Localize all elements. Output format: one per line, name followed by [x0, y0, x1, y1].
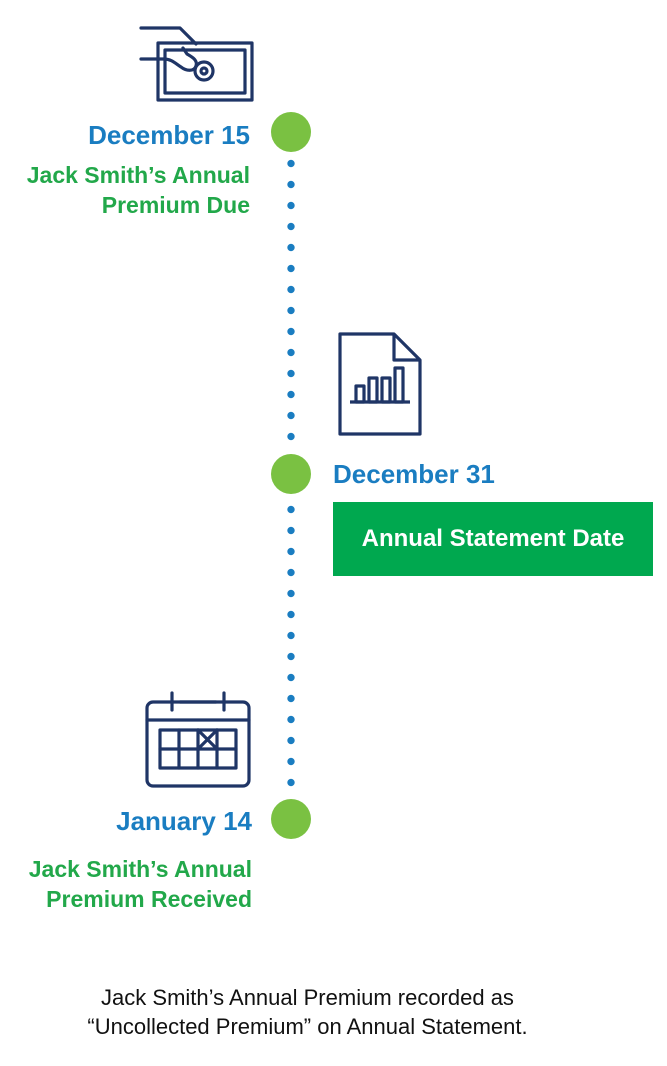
milestone-date-december-15: December 15	[88, 120, 250, 150]
caption-line: “Uncollected Premium” on Annual Statemen…	[87, 1014, 528, 1039]
milestone-description-premium-due: Jack Smith’s Annual Premium Due	[0, 160, 250, 220]
description-line: Jack Smith’s Annual	[26, 162, 250, 188]
milestone-description-premium-received: Jack Smith’s Annual Premium Received	[0, 854, 252, 914]
description-line: Premium Received	[46, 886, 252, 912]
description-line: Premium Due	[101, 192, 250, 218]
calendar-icon	[145, 691, 251, 788]
milestone-date-january-14: January 14	[116, 806, 252, 836]
timeline-dotted-line	[287, 153, 295, 447]
milestone-dot-january-14	[271, 799, 311, 839]
caption-line: Jack Smith’s Annual Premium recorded as	[101, 985, 514, 1010]
milestone-dot-december-15	[271, 112, 311, 152]
report-chart-icon	[338, 332, 422, 436]
milestone-date-december-31: December 31	[333, 459, 495, 489]
milestone-dot-december-31	[271, 454, 311, 494]
money-hand-icon	[139, 26, 254, 102]
caption-text: Jack Smith’s Annual Premium recorded as …	[0, 983, 615, 1041]
timeline-dotted-line	[287, 499, 295, 793]
description-line: Jack Smith’s Annual	[28, 856, 252, 882]
annual-statement-date-label: Annual Statement Date	[333, 502, 653, 576]
